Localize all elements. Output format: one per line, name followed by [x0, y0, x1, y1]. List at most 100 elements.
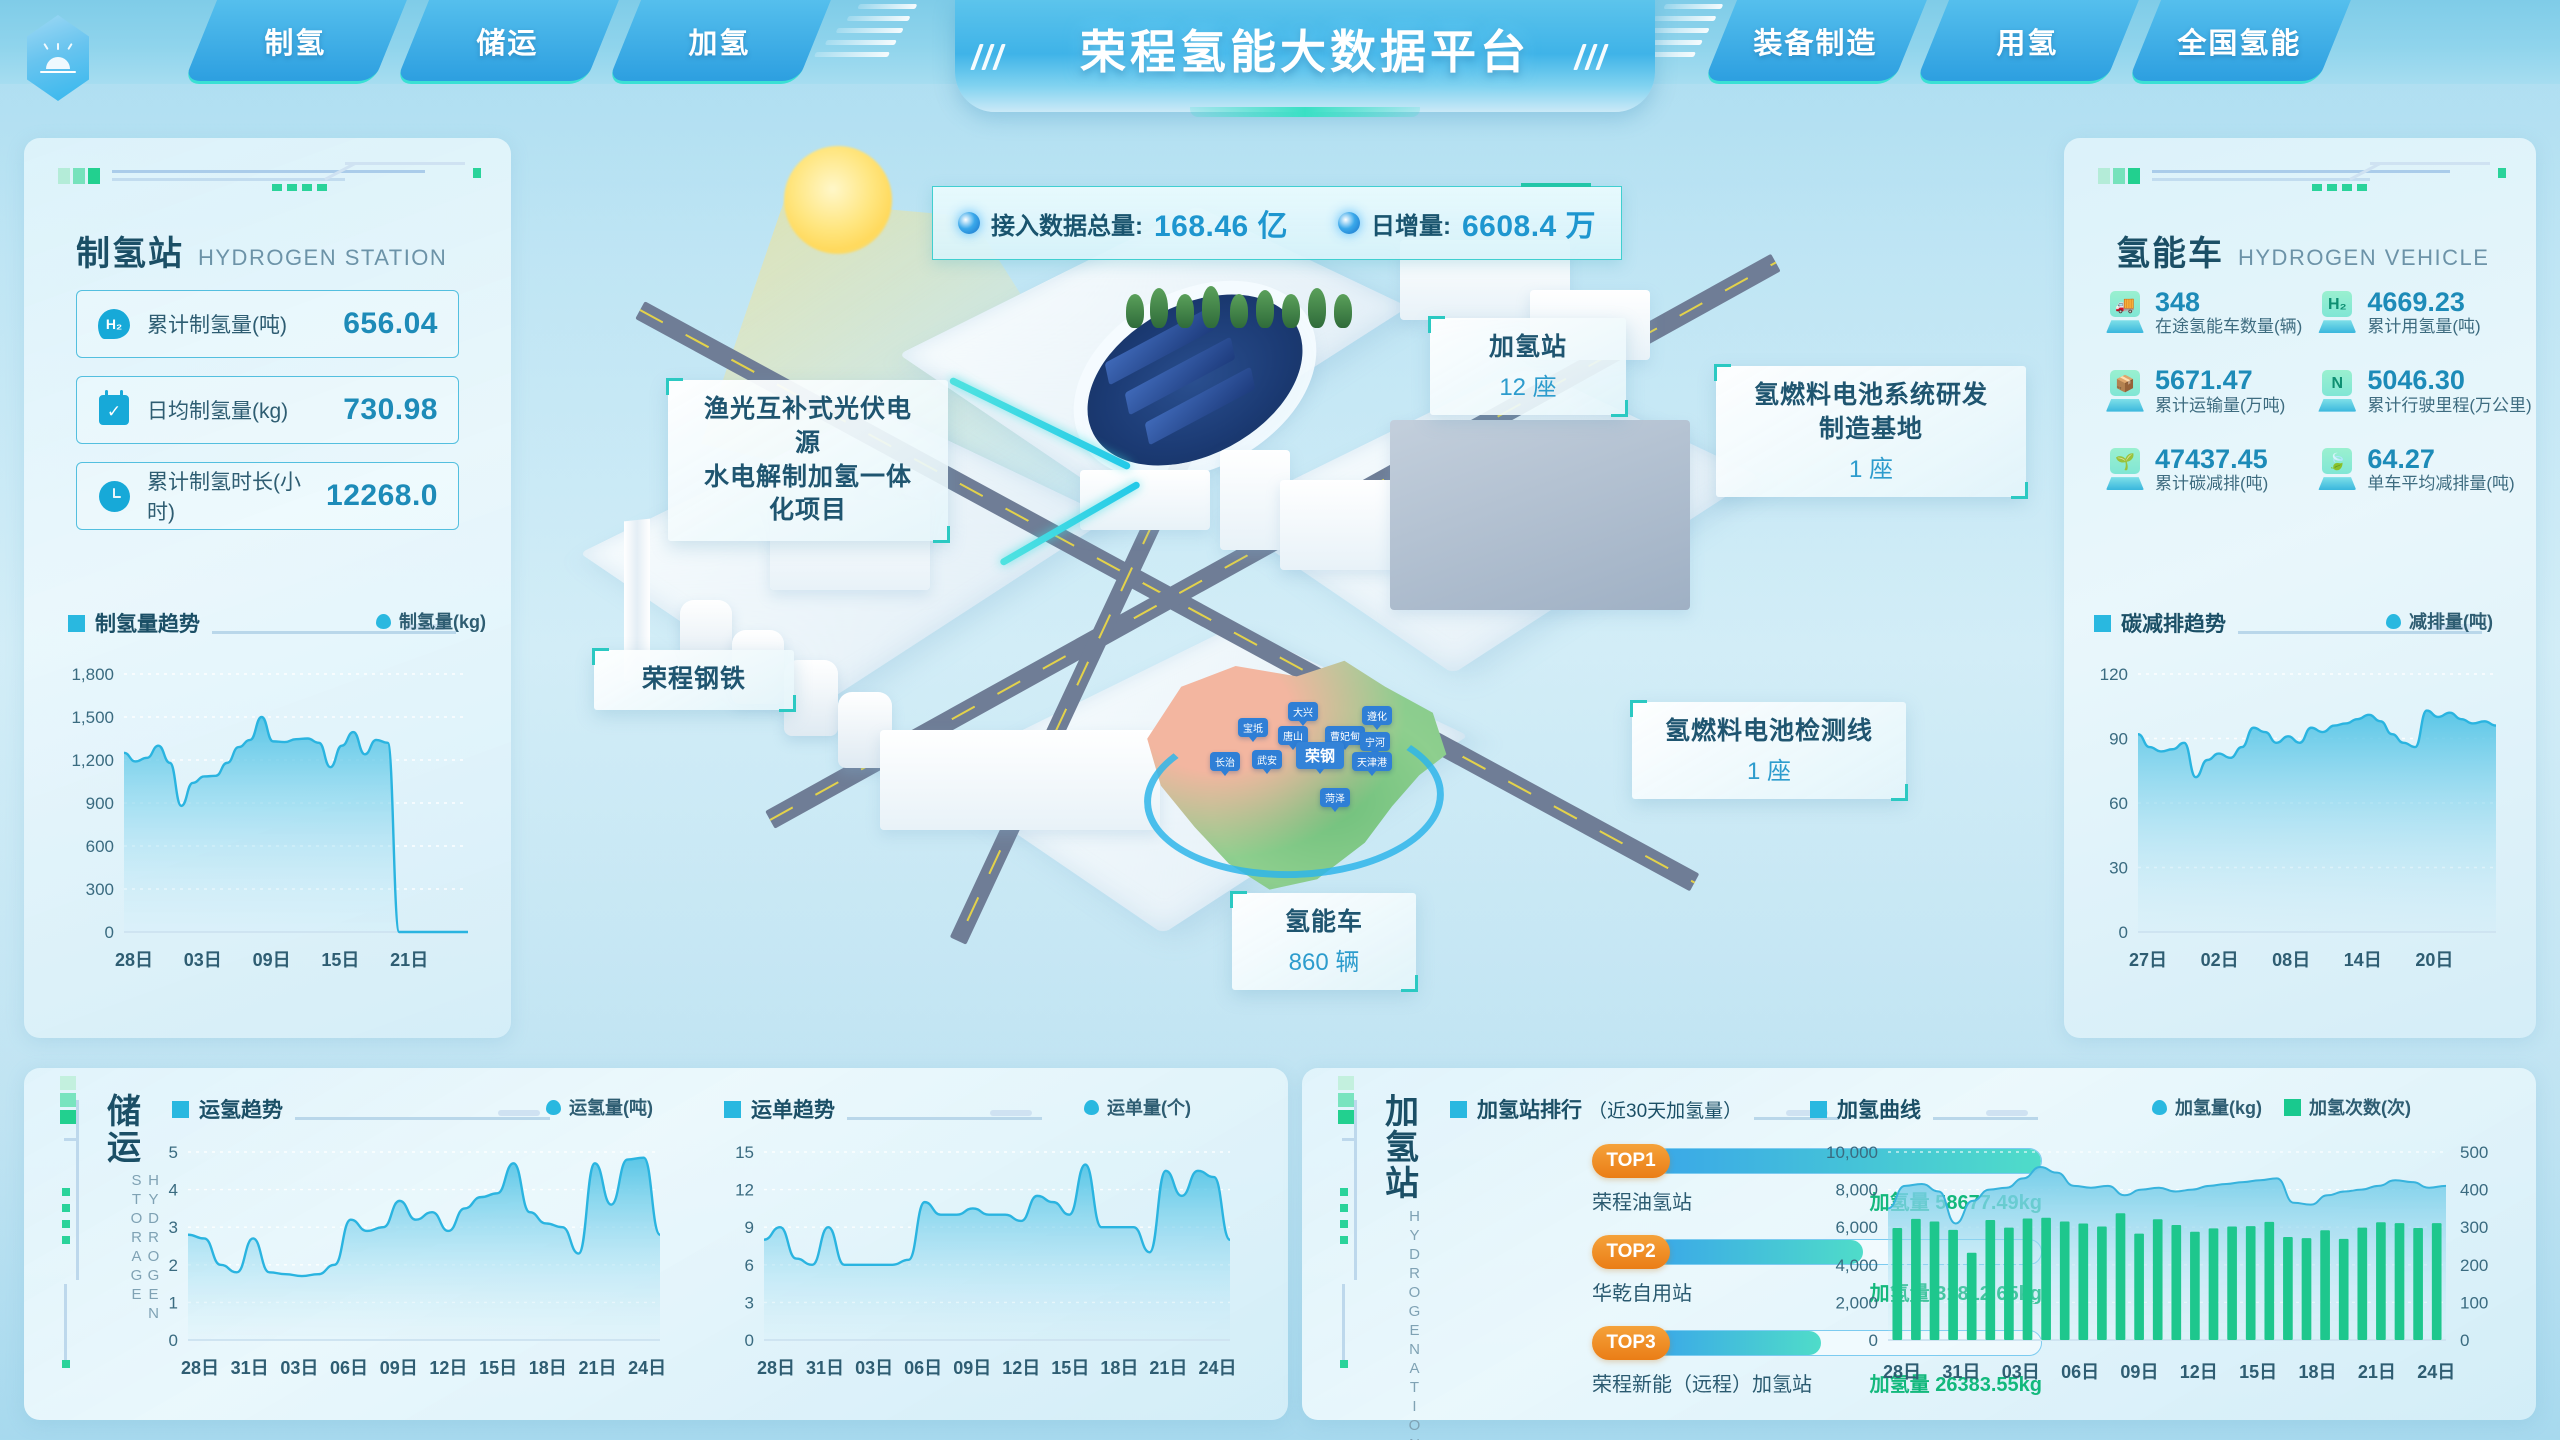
ranking-title: 加氢站排行 — [1477, 1099, 1582, 1122]
svg-text:15日: 15日 — [321, 950, 359, 970]
svg-text:15日: 15日 — [1051, 1358, 1089, 1378]
svg-text:200: 200 — [2460, 1256, 2488, 1275]
transport-trend-header: 运氢趋势 — [172, 1094, 562, 1124]
metric-total-hydrogen-used: H₂ 4669.23累计用氢量(吨) — [2316, 288, 2531, 338]
nav-tab-label: 装备制造 — [1753, 27, 1878, 60]
summary-label: 接入数据总量: — [990, 212, 1143, 240]
map-pin[interactable]: 长治 — [1210, 752, 1240, 771]
vehicle-metric-grid: 🚚 348在途氢能车数量(辆) H₂ 4669.23累计用氢量(吨) 📦 567… — [2104, 288, 2532, 495]
tree-row — [1120, 238, 1370, 328]
storage-transport-panel: 储运 HYDROGEN STORAGE 运氢趋势 运氢量(吨) 0 1 2 3 4 5 28… — [24, 1068, 1288, 1420]
callout-title: 氢燃料电池检测线 — [1664, 717, 1873, 745]
sunrise-hexagon-icon — [27, 15, 89, 101]
svg-text:3: 3 — [745, 1293, 754, 1312]
svg-text:3: 3 — [169, 1218, 178, 1237]
h2-cloud-icon: H₂ — [2316, 291, 2358, 335]
callout-rongcheng-steel[interactable]: 荣程钢铁 — [592, 648, 796, 712]
nav-tab-label: 加氢 — [688, 27, 751, 60]
section-marker-icon — [172, 1100, 189, 1118]
callout-hydrogen-vehicle[interactable]: 氢能车 860 辆 — [1230, 891, 1418, 992]
refuel-curve-chart: 0 2,000 4,000 6,000 8,000 10,000 0 100 200 300 400… — [1826, 1143, 2488, 1382]
svg-text:31日: 31日 — [231, 1358, 269, 1378]
stat-value: 656.04 — [343, 307, 438, 340]
svg-text:6: 6 — [745, 1256, 754, 1275]
svg-text:27日: 27日 — [2129, 950, 2167, 970]
nav-tab-quanguoqingneng[interactable]: 全国氢能 — [2127, 0, 2351, 84]
stat-label: 累计制氢量(吨) — [147, 314, 287, 337]
callout-refueling-station[interactable]: 加氢站 12 座 — [1428, 316, 1628, 417]
callout-value: 860 辆 — [1288, 948, 1360, 976]
svg-text:0: 0 — [745, 1331, 754, 1350]
map-pin[interactable]: 大兴 — [1288, 702, 1318, 721]
chart-title: 制氢量趋势 — [95, 613, 200, 636]
station-name: 华乾自用站 — [1592, 1283, 1692, 1305]
metric-avg-reduction-per-vehicle: 🍃 64.27单车平均减排量(吨) — [2316, 445, 2531, 495]
callout-title: 荣程钢铁 — [641, 665, 746, 693]
callout-title: 氢能车 — [1284, 908, 1363, 936]
map-pin[interactable]: 宁河 — [1360, 732, 1390, 751]
callout-fuel-cell-rd-base[interactable]: 氢燃料电池系统研发制造基地 1 座 — [1714, 364, 2028, 498]
map-pin[interactable]: 遵化 — [1362, 706, 1392, 725]
callout-pv-hydrogen-project[interactable]: 渔光互补式光伏电源 水电解制加氢一体化项目 — [666, 378, 950, 543]
nav-tab-jiaqing[interactable]: 加氢 — [607, 0, 831, 84]
callout-fuel-cell-test-line[interactable]: 氢燃料电池检测线 1 座 — [1630, 700, 1908, 801]
svg-text:12日: 12日 — [429, 1358, 467, 1378]
nav-tab-zhiqing[interactable]: 制氢 — [183, 0, 407, 84]
ranking-fill — [1655, 1240, 1864, 1264]
map-pin[interactable]: 唐山 — [1278, 726, 1308, 745]
svg-text:12日: 12日 — [1002, 1358, 1040, 1378]
metric-value: 348 — [2155, 287, 2201, 317]
waybill-chart: 0 3 6 9 12 15 28日 31日 03日 06日 09日 12日 15日 18日 21日 24日 — [735, 1143, 1236, 1378]
panel-decoration — [54, 1076, 88, 1376]
svg-text:02日: 02日 — [2201, 950, 2239, 970]
svg-text:400: 400 — [2460, 1181, 2488, 1200]
svg-text:09日: 09日 — [380, 1358, 418, 1378]
section-marker-icon — [1450, 1100, 1467, 1118]
orb-icon — [957, 212, 980, 234]
svg-text:600: 600 — [86, 837, 114, 856]
nav-tab-yongqing[interactable]: 用氢 — [1915, 0, 2139, 84]
svg-text:21日: 21日 — [390, 950, 428, 970]
map-pin[interactable]: 菏泽 — [1320, 788, 1350, 807]
svg-text:120: 120 — [2100, 665, 2128, 684]
header-rule — [212, 623, 456, 634]
page-title: 荣程氢能大数据平台 — [1080, 26, 1530, 78]
metric-vehicles-enroute: 🚚 348在途氢能车数量(辆) — [2104, 288, 2302, 338]
panel-title: 氢能车 HYDROGEN VEHICLE — [2116, 226, 2489, 275]
callout-value: 1 座 — [1746, 757, 1791, 785]
map-pin[interactable]: 曹妃甸 — [1325, 726, 1365, 745]
panel-decoration — [2090, 162, 2510, 198]
stat-label: 日均制氢量(kg) — [147, 400, 289, 423]
calendar-check-icon: ✓ — [97, 390, 131, 427]
svg-text:15日: 15日 — [2239, 1362, 2277, 1382]
svg-text:09日: 09日 — [253, 950, 291, 970]
metric-label: 在途氢能车数量(辆) — [2155, 317, 2303, 337]
map-pin[interactable]: 宝坻 — [1238, 718, 1268, 737]
header-rule — [1754, 1109, 1838, 1120]
map-pin[interactable]: 天津港 — [1352, 752, 1392, 771]
panel-title-en: HYDROGEN VEHICLE — [2238, 245, 2490, 270]
metric-label: 累计用氢量(吨) — [2367, 317, 2481, 337]
svg-text:300: 300 — [86, 880, 114, 899]
stat-total-production: H₂ 累计制氢量(吨) 656.04 — [76, 290, 459, 358]
stat-label: 累计制氢时长(小时) — [147, 471, 301, 524]
map-pin[interactable]: 武安 — [1252, 750, 1282, 769]
svg-text:0: 0 — [2460, 1331, 2469, 1350]
legend-label-area: 加氢量(kg) — [2175, 1098, 2262, 1118]
svg-text:2: 2 — [169, 1256, 178, 1275]
panel-title-cn: 制氢站 — [76, 235, 184, 273]
ranking-subtitle: （近30天加氢量） — [1588, 1100, 1743, 1122]
svg-text:900: 900 — [86, 794, 114, 813]
header-rule — [1933, 1109, 2038, 1120]
chart-title: 碳减排趋势 — [2121, 613, 2226, 636]
svg-text:10,000: 10,000 — [1826, 1143, 1878, 1162]
svg-text:28日: 28日 — [181, 1358, 219, 1378]
svg-text:09日: 09日 — [2120, 1362, 2158, 1382]
map-pin-main[interactable]: 荣钢 — [1296, 742, 1345, 769]
svg-text:90: 90 — [2109, 730, 2128, 749]
summary-value: 6608.4 万 — [1461, 210, 1597, 243]
rank-badge: TOP2 — [1592, 1235, 1670, 1269]
nav-tab-chuyun[interactable]: 储运 — [395, 0, 619, 84]
nav-tab-zhuangbeizhizao[interactable]: 装备制造 — [1703, 0, 1927, 84]
section-marker-icon — [724, 1100, 741, 1118]
